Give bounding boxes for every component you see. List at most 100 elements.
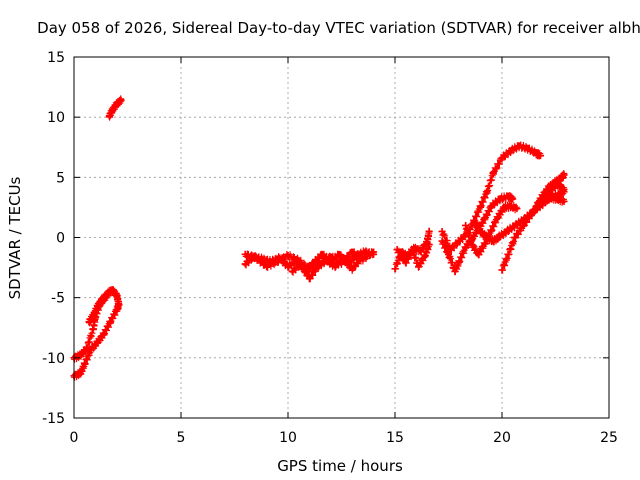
- data-point: [462, 221, 470, 229]
- data-point: [98, 296, 106, 304]
- data-point: [115, 301, 123, 309]
- data-point: [511, 234, 519, 241]
- data-point: [284, 252, 292, 260]
- x-tick-label: 10: [279, 430, 297, 446]
- data-point: [117, 96, 125, 104]
- data-point: [89, 312, 97, 320]
- data-point: [519, 221, 527, 229]
- y-tick-label: 0: [56, 231, 65, 247]
- data-point: [331, 262, 339, 270]
- data-point: [513, 220, 521, 228]
- series-arc-7: [288, 254, 365, 283]
- data-point: [105, 112, 113, 120]
- data-point: [489, 169, 497, 177]
- data-point: [477, 202, 485, 210]
- y-tick-label: 5: [56, 170, 65, 186]
- data-point: [532, 149, 540, 157]
- data-point: [305, 274, 313, 282]
- data-point: [113, 306, 121, 314]
- data-point: [507, 202, 515, 210]
- grid: [74, 57, 609, 418]
- data-point: [335, 250, 343, 258]
- series-layer: [70, 95, 568, 381]
- data-point: [323, 256, 331, 264]
- data-point: [537, 152, 545, 160]
- data-point: [515, 142, 523, 150]
- data-point: [263, 262, 271, 270]
- y-tick-label: -10: [42, 351, 65, 367]
- chart-title: Day 058 of 2026, Sidereal Day-to-day VTE…: [37, 19, 640, 37]
- data-point: [504, 193, 512, 201]
- series-arc-4: [105, 95, 125, 121]
- data-point: [462, 243, 470, 251]
- data-point: [552, 178, 559, 186]
- data-point: [83, 344, 91, 352]
- data-point: [496, 232, 504, 240]
- data-point: [113, 291, 121, 299]
- data-point: [547, 194, 555, 202]
- data-point: [109, 286, 117, 294]
- data-point: [340, 255, 348, 263]
- data-point: [241, 260, 249, 268]
- data-point: [94, 302, 102, 310]
- data-point: [94, 338, 102, 346]
- data-point: [474, 250, 482, 258]
- data-point: [425, 227, 433, 235]
- data-point: [252, 254, 260, 262]
- y-tick-label: 10: [47, 110, 65, 126]
- data-point: [451, 267, 459, 275]
- data-point: [554, 195, 562, 203]
- data-point: [487, 202, 495, 210]
- data-point: [425, 241, 433, 249]
- x-tick-label: 15: [386, 430, 404, 446]
- data-point: [391, 265, 399, 273]
- y-tick-label: -5: [51, 291, 65, 307]
- data-point: [113, 100, 121, 108]
- x-tick-label: 25: [600, 430, 618, 446]
- data-point: [504, 250, 512, 258]
- data-point: [438, 237, 446, 245]
- data-point: [524, 144, 532, 152]
- data-point: [370, 248, 378, 256]
- y-tick-label: -15: [42, 411, 65, 427]
- data-point: [541, 196, 549, 204]
- data-point: [241, 250, 249, 258]
- data-point: [76, 369, 84, 377]
- data-point: [509, 195, 517, 203]
- data-point: [487, 226, 495, 234]
- data-point: [100, 330, 108, 338]
- data-point: [489, 237, 497, 245]
- data-point: [560, 185, 568, 193]
- data-point: [357, 255, 365, 263]
- axes-layer: 0 5 10 15 20 25 -15 -10 -5 0 5 10 15: [42, 50, 618, 446]
- data-point: [348, 248, 356, 256]
- data-point: [76, 351, 84, 359]
- data-point: [483, 234, 491, 241]
- data-point: [560, 197, 568, 205]
- series-arc-10: [438, 141, 545, 254]
- data-point: [496, 195, 504, 203]
- data-point: [481, 240, 489, 248]
- data-point: [284, 262, 292, 270]
- data-point: [477, 227, 485, 235]
- data-point: [314, 262, 322, 270]
- data-point: [507, 147, 515, 155]
- data-point: [445, 250, 452, 258]
- data-point: [455, 258, 463, 266]
- data-point: [498, 266, 506, 274]
- data-point: [408, 246, 416, 254]
- data-point: [534, 200, 542, 208]
- data-point: [513, 205, 521, 213]
- data-point: [106, 318, 114, 326]
- y-tick-label: 15: [47, 50, 65, 66]
- x-axis-label: GPS time / hours: [277, 457, 403, 475]
- series-arc-3: [85, 292, 110, 327]
- data-point: [504, 226, 512, 234]
- data-point: [494, 213, 502, 221]
- data-point: [87, 345, 95, 353]
- data-point: [481, 214, 489, 222]
- x-tick-label: 0: [70, 430, 79, 446]
- data-point: [421, 252, 429, 260]
- data-point: [415, 262, 423, 270]
- data-point: [470, 218, 478, 226]
